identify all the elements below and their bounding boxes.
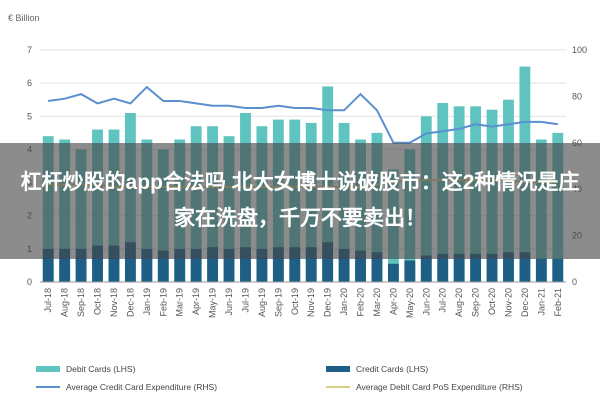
credit-card-bar	[486, 253, 498, 282]
x-tick-label: Sep-19	[273, 288, 283, 317]
x-tick-label: May-20	[405, 288, 415, 318]
credit-card-bar	[453, 253, 465, 282]
legend-item-avg-debit-card: Average Debit Card PoS Expenditure (RHS)	[326, 382, 523, 392]
x-tick-label: Sep-20	[471, 288, 481, 317]
credit-card-bar	[371, 252, 383, 282]
y-right-tick-label: 0	[572, 277, 577, 287]
credit-card-bar	[92, 245, 103, 282]
credit-card-bar	[108, 245, 120, 282]
credit-card-bar	[503, 252, 514, 282]
x-tick-label: Aug-18	[60, 288, 70, 317]
x-tick-label: Dec-19	[323, 288, 333, 317]
legend-label-avg-credit-card: Average Credit Card Expenditure (RHS)	[66, 382, 218, 392]
credit-card-bar	[404, 260, 416, 282]
x-tick-label: Aug-20	[454, 288, 464, 317]
x-tick-label: Aug-19	[257, 288, 267, 317]
y-left-unit-label: € Billion	[8, 13, 40, 23]
credit-card-bar	[190, 248, 202, 282]
legend-label-avg-debit-card: Average Debit Card PoS Expenditure (RHS)	[356, 382, 523, 392]
x-tick-label: Nov-19	[306, 288, 316, 317]
legend-item-avg-credit-card: Average Credit Card Expenditure (RHS)	[36, 382, 217, 392]
x-tick-label: Jun-19	[224, 288, 234, 316]
credit-card-bar	[157, 250, 169, 282]
y-left-tick-label: 0	[27, 277, 32, 287]
credit-card-bar	[387, 263, 399, 282]
credit-card-bar	[256, 248, 268, 282]
credit-card-bar	[535, 258, 547, 282]
credit-card-bar	[420, 255, 432, 282]
x-tick-label: Dec-20	[520, 288, 530, 317]
x-tick-label: Oct-19	[290, 288, 300, 315]
credit-card-bar	[519, 252, 531, 282]
x-tick-label: Feb-19	[158, 288, 168, 317]
x-tick-label: Feb-21	[553, 288, 563, 317]
credit-card-bar	[289, 247, 301, 282]
x-tick-label: Nov-20	[503, 288, 513, 317]
legend-swatch-avg-debit-card	[326, 386, 350, 388]
x-tick-label: Sep-18	[76, 288, 86, 317]
x-tick-label: Mar-20	[372, 288, 382, 317]
legend-item-debit-cards: Debit Cards (LHS)	[36, 364, 135, 374]
x-tick-label: Jul-18	[43, 288, 53, 313]
credit-card-bar	[240, 247, 251, 282]
x-tick-label: Mar-19	[175, 288, 185, 317]
x-tick-label: Jul-20	[438, 288, 448, 313]
x-tick-label: Jan-21	[536, 288, 546, 316]
y-left-tick-label: 7	[27, 45, 32, 55]
credit-card-bar	[174, 248, 186, 282]
legend-swatch-credit-cards	[326, 366, 350, 372]
y-right-tick-label: 60	[572, 138, 582, 148]
x-tick-label: Dec-18	[125, 288, 135, 317]
avg-credit-card-line	[48, 85, 558, 144]
credit-card-bar	[437, 253, 449, 282]
credit-card-bar	[355, 250, 366, 282]
credit-card-bar	[338, 248, 350, 282]
credit-card-bar	[272, 247, 284, 282]
y-left-tick-label: 5	[27, 111, 32, 121]
x-tick-label: Jan-20	[339, 288, 349, 316]
x-tick-label: Nov-18	[109, 288, 119, 317]
y-right-tick-label: 80	[572, 91, 582, 101]
chart-legend: Debit Cards (LHS) Credit Cards (LHS) Ave…	[36, 360, 576, 400]
headline-text: 杠杆炒股的app合法吗 北大女博士说破股市：这2种情况是庄家在洗盘，千万不要卖出…	[20, 171, 580, 230]
legend-item-credit-cards: Credit Cards (LHS)	[326, 364, 428, 374]
x-tick-label: May-19	[208, 288, 218, 318]
legend-swatch-debit-cards	[36, 366, 60, 372]
legend-label-credit-cards: Credit Cards (LHS)	[356, 364, 429, 374]
legend-swatch-avg-credit-card	[36, 386, 60, 388]
credit-card-bar	[42, 248, 54, 282]
x-tick-label: Oct-18	[93, 288, 103, 315]
credit-card-bar	[75, 248, 87, 282]
legend-label-debit-cards: Debit Cards (LHS)	[66, 364, 136, 374]
x-tick-label: Jul-19	[240, 288, 250, 313]
credit-card-bar	[470, 253, 482, 282]
credit-card-bar	[552, 258, 564, 282]
credit-card-bar	[124, 242, 136, 282]
y-right-tick-label: 100	[572, 45, 587, 55]
credit-card-bar	[59, 248, 71, 282]
credit-card-bar	[305, 247, 317, 282]
credit-card-bar	[207, 247, 219, 282]
credit-card-bar	[223, 248, 235, 282]
y-left-tick-label: 6	[27, 78, 32, 88]
headline-banner: 杠杆炒股的app合法吗 北大女博士说破股市：这2种情况是庄家在洗盘，千万不要卖出…	[0, 143, 600, 259]
x-tick-label: Oct-20	[487, 288, 497, 315]
x-tick-label: Jan-19	[142, 288, 152, 316]
credit-card-bar	[322, 242, 334, 282]
x-tick-label: Apr-20	[388, 288, 398, 315]
x-tick-label: Feb-20	[356, 288, 366, 317]
credit-card-bar	[141, 248, 153, 282]
x-tick-label: Apr-19	[191, 288, 201, 315]
x-tick-label: Jun-20	[421, 288, 431, 316]
